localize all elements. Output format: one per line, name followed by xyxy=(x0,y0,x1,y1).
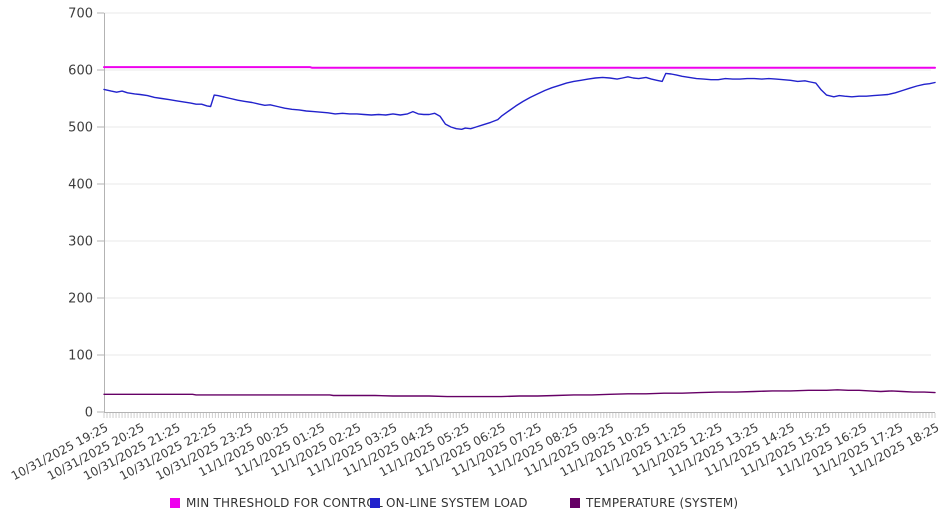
y-axis-label: 400 xyxy=(68,178,93,193)
series-line-min-threshold-for-control xyxy=(103,66,936,69)
series-line-temperature-system xyxy=(103,389,936,398)
legend-label-online-system-load: ON-LINE SYSTEM LOAD xyxy=(386,496,528,510)
legend-label-temperature-system: TEMPERATURE (SYSTEM) xyxy=(586,496,739,510)
chart-legend: MIN THRESHOLD FOR CONTROL ON-LINE SYSTEM… xyxy=(170,496,946,510)
y-axis-label: 0 xyxy=(85,406,93,421)
y-axis-label: 600 xyxy=(68,64,93,79)
y-axis-label: 700 xyxy=(68,7,93,22)
y-axis-label: 100 xyxy=(68,349,93,364)
series-line-on-line-system-load xyxy=(103,72,936,130)
legend-item-min-threshold-for-control[interactable]: MIN THRESHOLD FOR CONTROL xyxy=(170,496,383,510)
y-axis-label: 500 xyxy=(68,121,93,136)
legend-swatch-min-threshold-icon xyxy=(170,498,180,508)
legend-swatch-temperature-system-icon xyxy=(570,498,580,508)
legend-swatch-online-system-load-icon xyxy=(370,498,380,508)
legend-item-online-system-load[interactable]: ON-LINE SYSTEM LOAD xyxy=(370,496,570,510)
y-axis-label: 300 xyxy=(68,235,93,250)
y-axis-label: 200 xyxy=(68,292,93,307)
legend-label-min-threshold: MIN THRESHOLD FOR CONTROL xyxy=(186,496,383,510)
legend-item-temperature-system[interactable]: TEMPERATURE (SYSTEM) xyxy=(570,496,738,510)
